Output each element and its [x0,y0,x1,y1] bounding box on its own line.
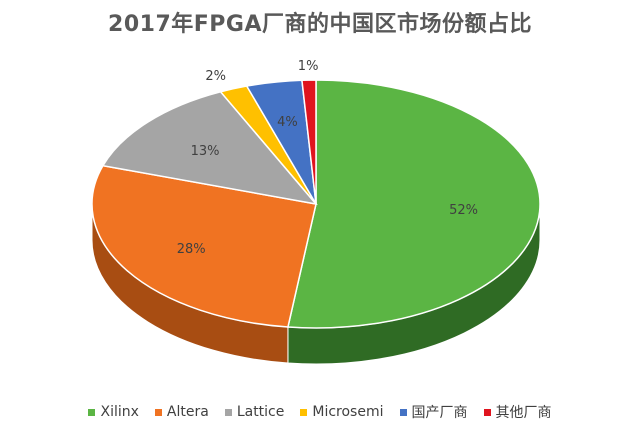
legend-item-4: 国产厂商 [399,402,468,422]
pie-slice-0 [286,79,541,329]
legend-item-5: 其他厂商 [483,402,552,422]
legend-label: 国产厂商 [411,405,468,421]
pie-labels: 52% 28% 13% 2% 4% 1% [177,59,478,257]
legend-swatch [154,408,162,416]
legend-swatch [300,408,308,416]
legend-label: Xilinx [100,404,139,420]
legend-swatch [224,408,232,416]
pie-slice-1 [91,164,317,328]
data-label-0: 52% [449,203,478,218]
pie-top [91,79,541,329]
pie-slice-2 [101,90,318,206]
legend-item-3: Microsemi [300,404,384,420]
legend-label: Microsemi [312,404,384,420]
legend-swatch [88,408,96,416]
data-label-3: 2% [205,69,226,84]
legend-swatch [483,408,491,416]
data-label-1: 28% [177,242,206,257]
legend-item-2: Lattice [224,404,285,420]
pie-slice-5 [301,79,317,205]
legend-label: Altera [166,404,209,420]
legend: Xilinx Altera Lattice Microsemi 国产厂商 其他厂商 [0,402,640,422]
legend-item-0: Xilinx [88,404,139,420]
legend-label: Lattice [236,404,285,420]
legend-swatch [399,408,407,416]
data-label-2: 13% [191,144,220,159]
legend-item-1: Altera [154,404,209,420]
chart-title: 2017年FPGA厂商的中国区市场份额占比 [108,12,532,37]
pie-chart: 52% 28% 13% 2% 4% 1% [91,59,541,365]
data-label-5: 1% [298,59,319,74]
data-label-4: 4% [277,115,298,130]
legend-label: 其他厂商 [495,405,552,421]
